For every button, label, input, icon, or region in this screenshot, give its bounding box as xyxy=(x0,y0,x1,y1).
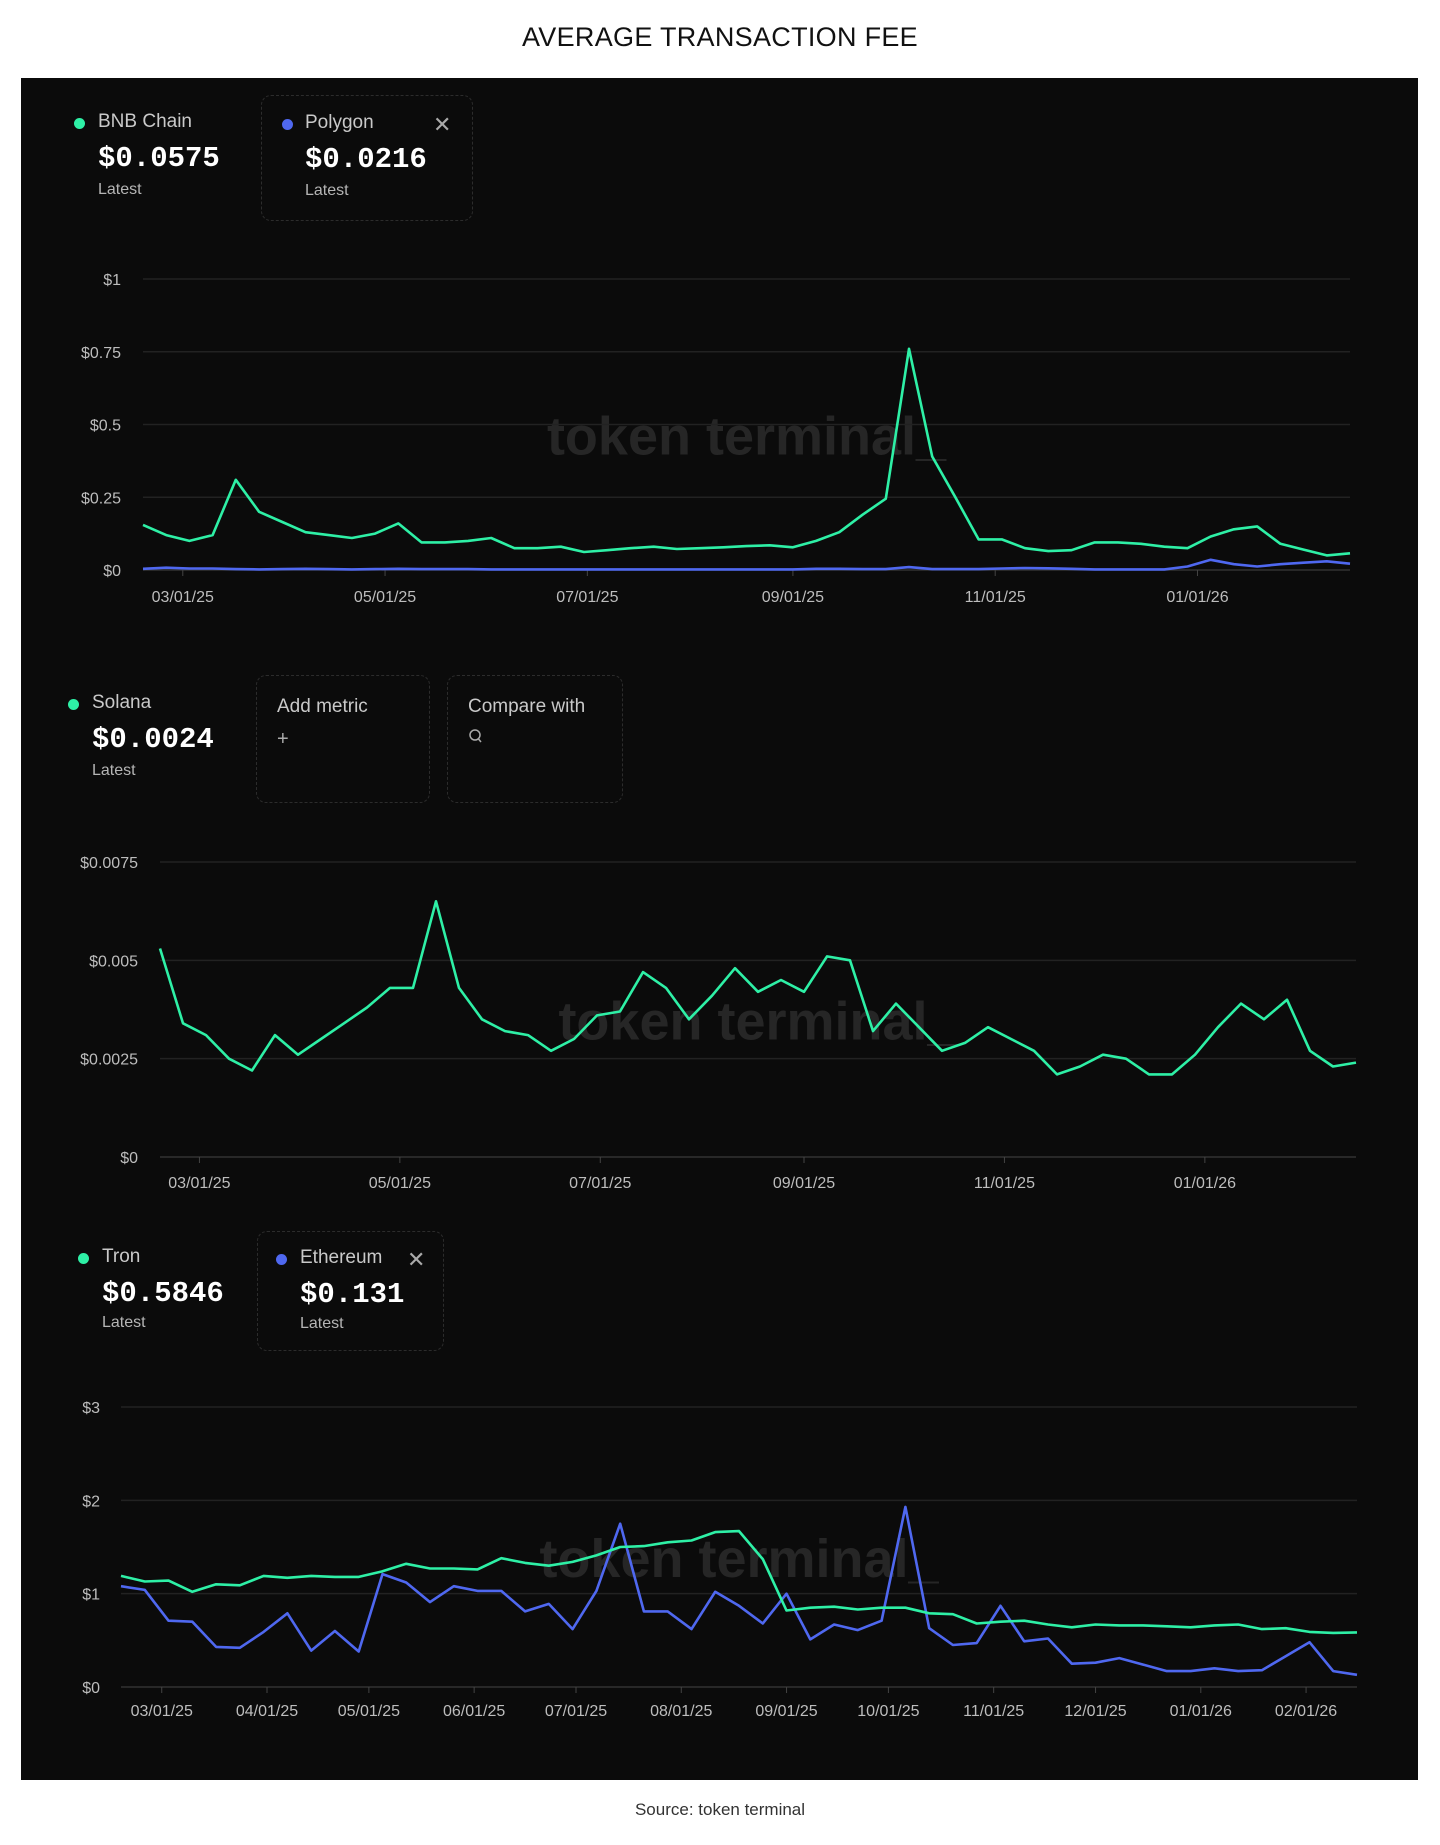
y-tick-label: $3 xyxy=(82,1400,100,1417)
series-dot-icon xyxy=(276,1254,287,1265)
legend-name: BNB Chain xyxy=(98,111,192,132)
x-tick-label: 01/01/26 xyxy=(1174,1175,1236,1192)
y-tick-label: $0 xyxy=(120,1150,138,1167)
series-dot-icon xyxy=(78,1253,89,1264)
x-tick-label: 03/01/25 xyxy=(131,1703,193,1720)
series-line-tron xyxy=(120,1529,1358,1635)
search-icon xyxy=(468,728,484,752)
legend-sub: Latest xyxy=(102,1314,146,1331)
y-tick-label: $0 xyxy=(82,1680,100,1697)
series-dot-icon xyxy=(74,118,85,129)
series-dot-icon xyxy=(282,119,293,130)
source-caption: Source: token terminal xyxy=(634,1800,806,1819)
x-tick-label: 08/01/25 xyxy=(650,1703,712,1720)
legend-name: Solana xyxy=(92,692,152,713)
x-tick-label: 10/01/25 xyxy=(857,1703,919,1720)
y-tick-label: $0.5 xyxy=(90,418,121,435)
legend-name: Ethereum xyxy=(300,1247,383,1268)
legend-value: $0.0216 xyxy=(305,143,427,176)
y-tick-label: $0.75 xyxy=(81,345,121,362)
legend-sub: Latest xyxy=(92,762,136,779)
x-tick-label: 01/01/26 xyxy=(1170,1703,1232,1720)
watermark: token terminal_ xyxy=(558,992,958,1052)
watermark: token terminal_ xyxy=(539,1529,939,1589)
x-tick-label: 07/01/25 xyxy=(545,1703,607,1720)
legend-sub: Latest xyxy=(98,181,142,198)
legend-polygon[interactable]: Polygon ✕ $0.0216 Latest xyxy=(261,95,473,221)
x-tick-label: 05/01/25 xyxy=(354,589,416,606)
charts-canvas: token terminal_ $0 $0.25 $0.5 $0.75 $1 03/01/2… xyxy=(80,272,1358,1720)
legend-sub: Latest xyxy=(305,182,349,199)
legend-sub: Latest xyxy=(300,1315,344,1332)
legend-value: $0.0575 xyxy=(98,142,220,175)
x-tick-label: 01/01/26 xyxy=(1166,589,1228,606)
series-line-polygon xyxy=(142,558,1351,571)
y-tick-label: $0.0025 xyxy=(80,1052,138,1069)
y-tick-label: $0 xyxy=(103,563,121,580)
close-icon[interactable]: ✕ xyxy=(407,1247,426,1272)
x-tick-label: 03/01/25 xyxy=(168,1175,230,1192)
y-tick-label: $0.005 xyxy=(89,953,138,970)
x-tick-label: 11/01/25 xyxy=(963,1703,1024,1720)
chart-panel: token terminal_ $0 $0.25 $0.5 $0.75 $1 03/01/2… xyxy=(21,78,1418,1780)
x-tick-label: 02/01/26 xyxy=(1275,1703,1337,1720)
y-tick-label: $0.25 xyxy=(81,490,121,507)
series-line-bnb-chain xyxy=(142,347,1351,557)
legend-value: $0.0024 xyxy=(92,723,214,756)
x-tick-label: 06/01/25 xyxy=(443,1703,505,1720)
plus-icon: + xyxy=(277,728,289,750)
y-tick-label: $1 xyxy=(82,1587,100,1604)
x-tick-label: 09/01/25 xyxy=(773,1175,835,1192)
x-tick-label: 11/01/25 xyxy=(965,589,1026,606)
x-tick-label: 07/01/25 xyxy=(556,589,618,606)
x-tick-label: 05/01/25 xyxy=(369,1175,431,1192)
y-tick-label: $1 xyxy=(103,272,121,289)
add-metric-label: Add metric xyxy=(277,696,368,717)
legend-value: $0.5846 xyxy=(102,1277,224,1310)
series-line-ethereum xyxy=(120,1505,1358,1677)
x-tick-label: 04/01/25 xyxy=(236,1703,298,1720)
legend-name: Polygon xyxy=(305,112,374,133)
x-tick-label: 07/01/25 xyxy=(569,1175,631,1192)
x-tick-label: 05/01/25 xyxy=(338,1703,400,1720)
watermark: token terminal_ xyxy=(547,407,947,467)
x-tick-label: 12/01/25 xyxy=(1064,1703,1126,1720)
legend-name: Tron xyxy=(102,1246,141,1267)
x-tick-label: 09/01/25 xyxy=(755,1703,817,1720)
y-tick-label: $0.0075 xyxy=(80,855,138,872)
page-title: AVERAGE TRANSACTION FEE xyxy=(522,22,918,52)
legend-value: $0.131 xyxy=(300,1278,405,1311)
add-metric-button[interactable]: Add metric + xyxy=(256,675,430,803)
x-tick-label: 11/01/25 xyxy=(974,1175,1035,1192)
compare-with-button[interactable]: Compare with xyxy=(447,675,623,803)
series-dot-icon xyxy=(68,699,79,710)
y-tick-label: $2 xyxy=(82,1493,100,1510)
compare-with-label: Compare with xyxy=(468,696,586,717)
legend-ethereum[interactable]: Ethereum ✕ $0.131 Latest xyxy=(257,1231,444,1351)
close-icon[interactable]: ✕ xyxy=(433,112,452,137)
series-line-solana xyxy=(158,899,1357,1076)
x-tick-label: 03/01/25 xyxy=(152,589,214,606)
x-tick-label: 09/01/25 xyxy=(762,589,824,606)
